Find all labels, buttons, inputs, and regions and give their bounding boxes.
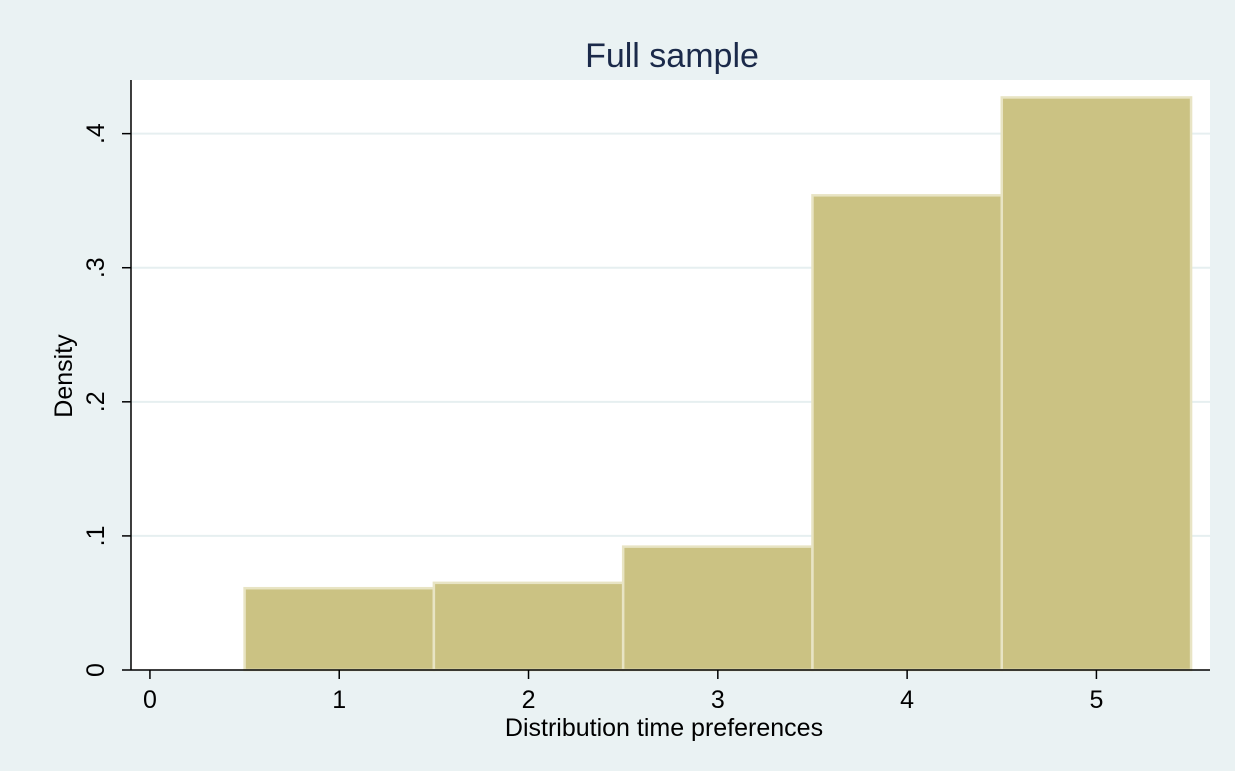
- y-tick-label: .3: [82, 257, 110, 278]
- y-tick-label: .4: [82, 123, 110, 144]
- histogram-bar: [811, 194, 1004, 672]
- y-tick-label: 0: [82, 663, 110, 677]
- x-tick-label: 1: [332, 686, 346, 714]
- histogram-bar: [621, 545, 814, 672]
- x-tick-label: 3: [711, 686, 725, 714]
- y-tick-label: .2: [82, 391, 110, 412]
- histogram-bar: [243, 586, 436, 672]
- x-ticks: 0 1 2 3 4 5: [143, 670, 1103, 714]
- histogram-bar: [1000, 96, 1193, 672]
- chart-title: Full sample: [585, 37, 759, 75]
- axes: [130, 80, 1210, 671]
- y-tick-label: .1: [82, 525, 110, 546]
- x-tick-label: 2: [522, 686, 536, 714]
- x-axis-title: Distribution time preferences: [505, 714, 823, 742]
- x-tick-label: 0: [143, 686, 157, 714]
- y-ticks: 0 .1 .2 .3 .4: [82, 123, 131, 677]
- y-axis-title: Density: [50, 334, 78, 418]
- x-tick-label: 5: [1089, 686, 1103, 714]
- x-tick-label: 4: [900, 686, 914, 714]
- histogram-bar: [432, 581, 625, 672]
